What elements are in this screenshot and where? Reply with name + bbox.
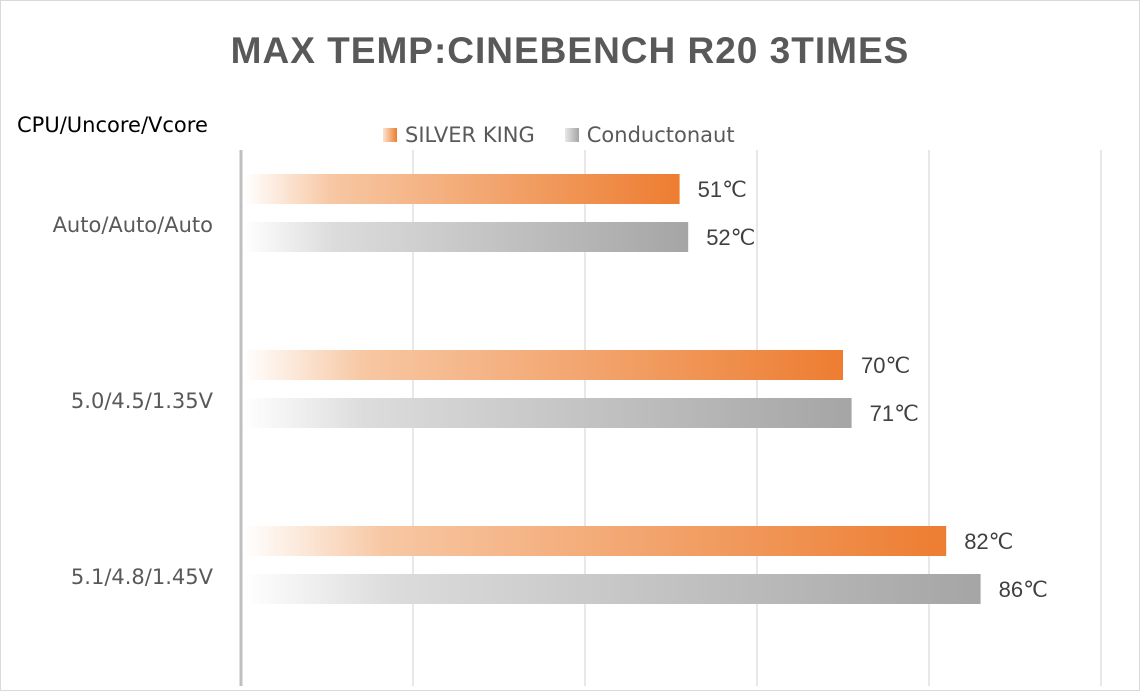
legend: SILVER KING Conductonaut xyxy=(383,123,765,147)
legend-item-conductonaut: Conductonaut xyxy=(564,123,735,147)
bar-conductonaut xyxy=(244,222,689,252)
data-label: 51℃ xyxy=(698,177,747,202)
category-label: 5.1/4.8/1.45V xyxy=(71,565,214,589)
bar-silver-king xyxy=(244,350,843,380)
legend-swatch-silver-king xyxy=(383,128,397,142)
category-label: 5.0/4.5/1.35V xyxy=(71,389,214,413)
bar-silver-king xyxy=(244,526,947,556)
bar-conductonaut xyxy=(244,398,852,428)
legend-swatch-conductonaut xyxy=(564,128,579,142)
chart-title: MAX TEMP:CINEBENCH R20 3TIMES xyxy=(230,30,910,71)
bar-conductonaut xyxy=(244,574,981,604)
category-label: Auto/Auto/Auto xyxy=(53,213,213,237)
data-label: 82℃ xyxy=(964,529,1013,554)
data-label: 52℃ xyxy=(706,225,755,250)
bar-silver-king xyxy=(244,174,680,204)
data-label: 71℃ xyxy=(870,401,919,426)
legend-item-silver-king: SILVER KING xyxy=(383,123,535,147)
data-label: 70℃ xyxy=(861,353,910,378)
legend-label-silver-king: SILVER KING xyxy=(405,123,535,147)
data-label: 86℃ xyxy=(999,577,1048,602)
legend-label-conductonaut: Conductonaut xyxy=(586,123,735,147)
y-axis-label: CPU/Uncore/Vcore xyxy=(17,113,208,137)
